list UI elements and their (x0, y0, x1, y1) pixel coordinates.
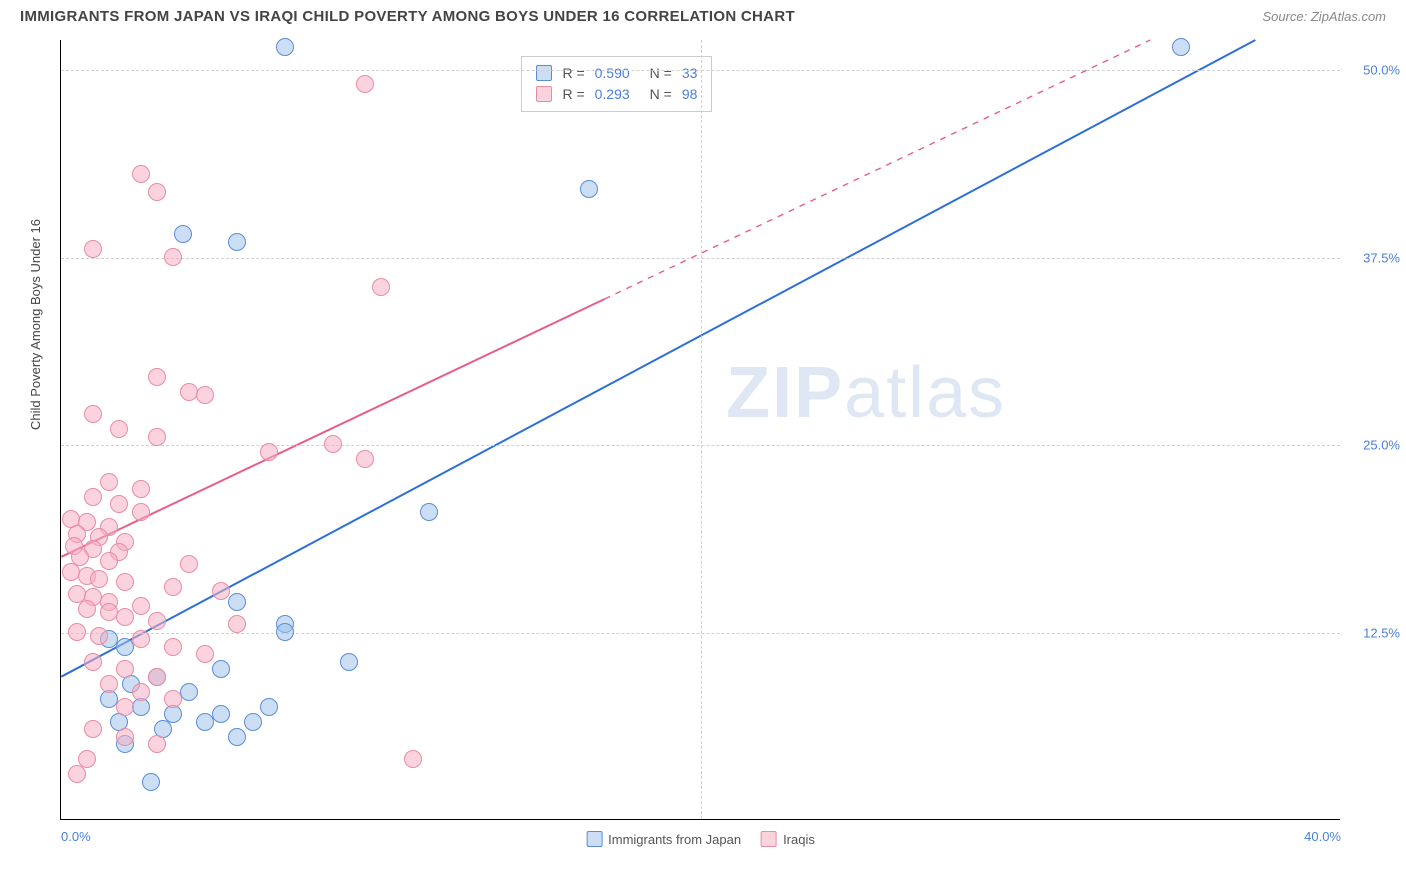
data-point-japan (276, 623, 294, 641)
stat-r-value: 0.293 (595, 84, 630, 105)
data-point-iraqi (90, 627, 108, 645)
data-point-iraqi (132, 683, 150, 701)
data-point-japan (196, 713, 214, 731)
data-point-iraqi (84, 720, 102, 738)
data-point-japan (212, 705, 230, 723)
legend-swatch-iraqi (761, 831, 777, 847)
data-point-iraqi (260, 443, 278, 461)
data-point-iraqi (148, 668, 166, 686)
data-point-iraqi (116, 698, 134, 716)
data-point-iraqi (84, 488, 102, 506)
data-point-iraqi (164, 248, 182, 266)
data-point-iraqi (116, 728, 134, 746)
data-point-iraqi (164, 690, 182, 708)
data-point-iraqi (84, 240, 102, 258)
data-point-iraqi (148, 428, 166, 446)
data-point-iraqi (132, 630, 150, 648)
data-point-japan (340, 653, 358, 671)
data-point-iraqi (110, 495, 128, 513)
data-point-iraqi (404, 750, 422, 768)
data-point-iraqi (68, 623, 86, 641)
data-point-japan (228, 593, 246, 611)
data-point-iraqi (356, 75, 374, 93)
data-point-japan (228, 233, 246, 251)
stat-r-label: R = (562, 63, 584, 84)
data-point-iraqi (116, 608, 134, 626)
data-point-iraqi (90, 570, 108, 588)
data-point-japan (244, 713, 262, 731)
source-label: Source: ZipAtlas.com (1262, 9, 1386, 24)
y-tick-label: 12.5% (1345, 625, 1400, 640)
data-point-japan (276, 38, 294, 56)
stats-row-japan: R = 0.590 N = 33 (536, 63, 697, 84)
legend-bottom: Immigrants from Japan Iraqis (586, 831, 815, 847)
data-point-iraqi (180, 555, 198, 573)
data-point-japan (260, 698, 278, 716)
legend-label: Immigrants from Japan (608, 832, 741, 847)
data-point-iraqi (148, 368, 166, 386)
stat-n-value: 33 (682, 63, 698, 84)
trendline-japan (61, 40, 1255, 677)
data-point-iraqi (100, 675, 118, 693)
legend-swatch-japan (586, 831, 602, 847)
gridline-v (701, 40, 702, 819)
scatter-chart: R = 0.590N = 33R = 0.293N = 98 ZIPatlas … (60, 40, 1340, 820)
data-point-iraqi (356, 450, 374, 468)
legend-swatch-iraqi (536, 86, 552, 102)
legend-item-japan: Immigrants from Japan (586, 831, 741, 847)
data-point-iraqi (78, 600, 96, 618)
stat-n-label: N = (650, 63, 672, 84)
data-point-japan (420, 503, 438, 521)
data-point-japan (180, 683, 198, 701)
data-point-iraqi (196, 645, 214, 663)
stats-row-iraqi: R = 0.293 N = 98 (536, 84, 697, 105)
x-tick-label: 40.0% (1304, 829, 1341, 844)
data-point-japan (228, 728, 246, 746)
data-point-iraqi (132, 480, 150, 498)
stat-r-value: 0.590 (595, 63, 630, 84)
x-tick-label: 0.0% (61, 829, 91, 844)
data-point-iraqi (100, 552, 118, 570)
stat-n-value: 98 (682, 84, 698, 105)
legend-label: Iraqis (783, 832, 815, 847)
data-point-iraqi (164, 578, 182, 596)
data-point-japan (212, 660, 230, 678)
data-point-iraqi (148, 612, 166, 630)
y-tick-label: 25.0% (1345, 438, 1400, 453)
data-point-japan (142, 773, 160, 791)
data-point-iraqi (116, 660, 134, 678)
data-point-japan (174, 225, 192, 243)
data-point-iraqi (100, 473, 118, 491)
chart-title: IMMIGRANTS FROM JAPAN VS IRAQI CHILD POV… (20, 8, 795, 25)
data-point-iraqi (132, 597, 150, 615)
y-tick-label: 37.5% (1345, 250, 1400, 265)
y-tick-label: 50.0% (1345, 63, 1400, 78)
data-point-japan (1172, 38, 1190, 56)
stat-n-label: N = (650, 84, 672, 105)
data-point-iraqi (228, 615, 246, 633)
data-point-iraqi (148, 183, 166, 201)
data-point-iraqi (196, 386, 214, 404)
legend-swatch-japan (536, 65, 552, 81)
data-point-iraqi (68, 765, 86, 783)
data-point-iraqi (84, 653, 102, 671)
data-point-iraqi (148, 735, 166, 753)
y-axis-label: Child Poverty Among Boys Under 16 (28, 219, 43, 430)
data-point-iraqi (324, 435, 342, 453)
data-point-japan (580, 180, 598, 198)
data-point-iraqi (132, 503, 150, 521)
data-point-iraqi (372, 278, 390, 296)
data-point-iraqi (132, 165, 150, 183)
correlation-stats-box: R = 0.590 N = 33 R = 0.293 N = 98 (521, 56, 712, 112)
data-point-iraqi (116, 573, 134, 591)
data-point-iraqi (110, 420, 128, 438)
data-point-iraqi (84, 405, 102, 423)
stat-r-label: R = (562, 84, 584, 105)
data-point-iraqi (212, 582, 230, 600)
legend-item-iraqi: Iraqis (761, 831, 815, 847)
data-point-iraqi (164, 638, 182, 656)
